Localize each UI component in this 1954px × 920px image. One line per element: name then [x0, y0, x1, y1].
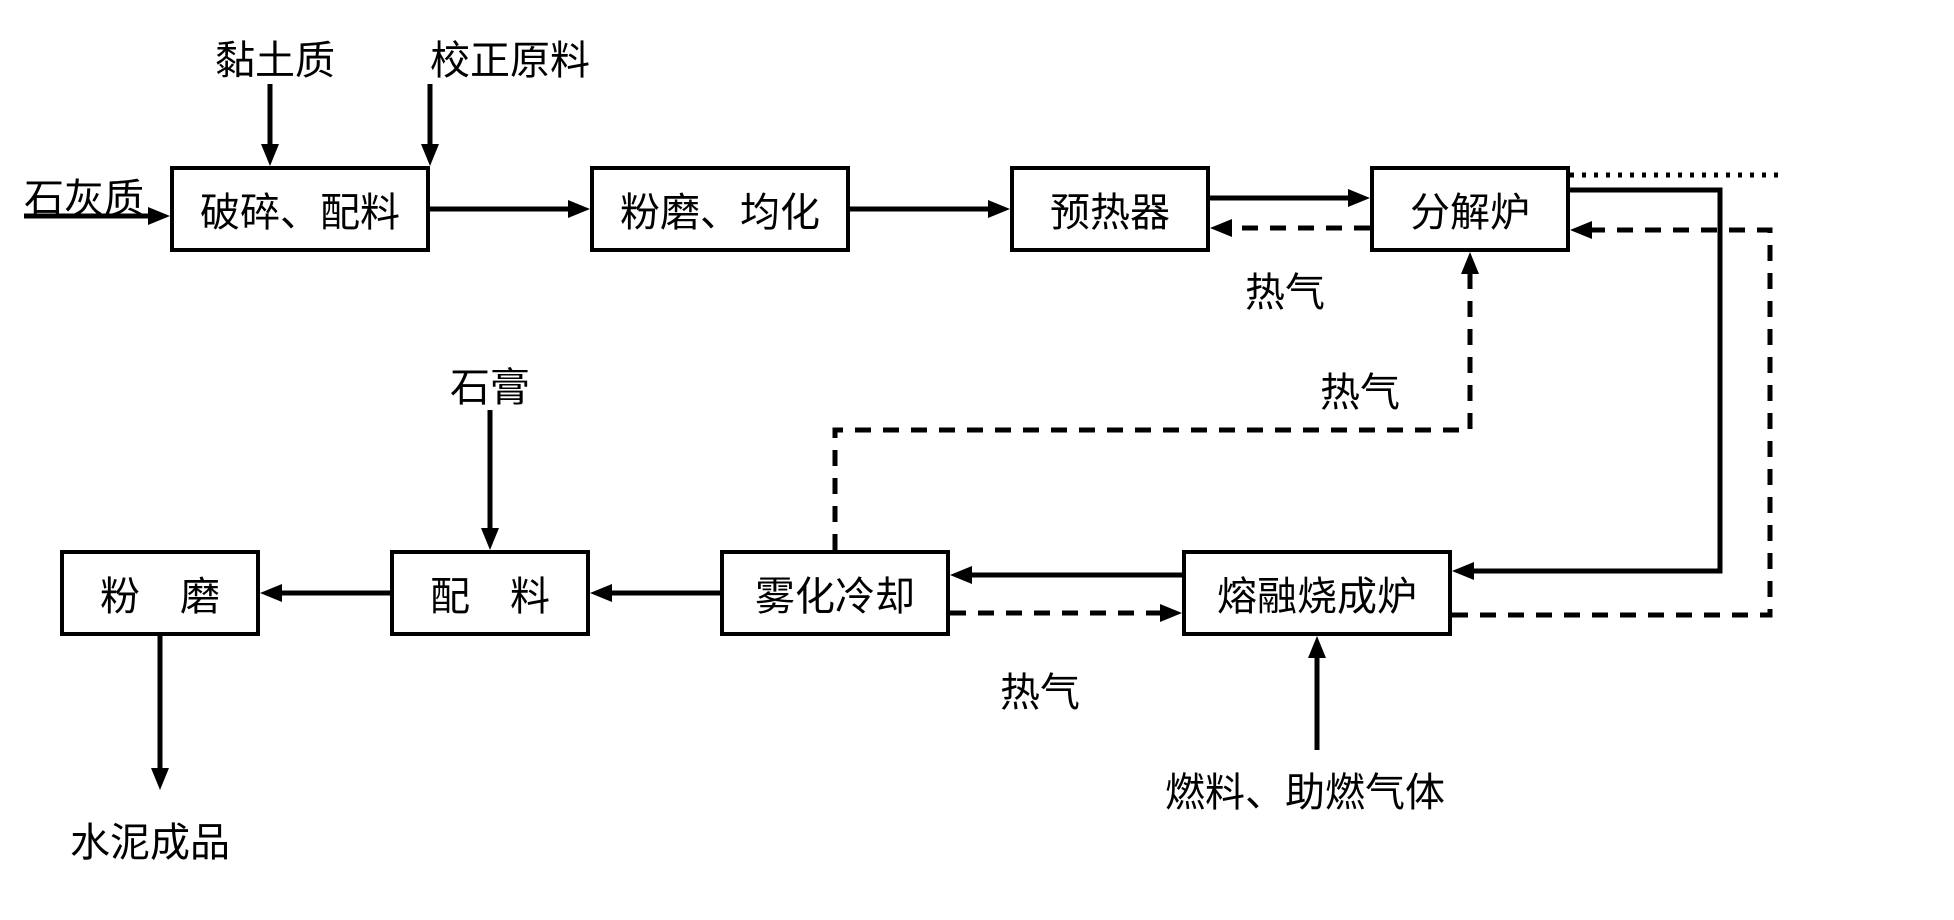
label-l_correct: 校正原料	[430, 28, 590, 86]
node-label: 分解炉	[1410, 180, 1530, 238]
label-text: 石灰质	[24, 176, 144, 221]
label-l_lime: 石灰质	[24, 166, 144, 224]
label-text: 黏土质	[215, 38, 335, 83]
label-l_hot2: 热气	[1320, 360, 1400, 418]
node-n4: 分解炉	[1370, 166, 1570, 252]
node-n5: 熔融烧成炉	[1182, 550, 1452, 636]
label-text: 校正原料	[430, 38, 590, 83]
node-label: 熔融烧成炉	[1217, 564, 1417, 622]
node-n1: 破碎、配料	[170, 166, 430, 252]
label-l_gypsum: 石膏	[450, 355, 530, 413]
label-l_fuel: 燃料、助燃气体	[1165, 760, 1445, 818]
node-n8: 粉 磨	[60, 550, 260, 636]
node-label: 粉 磨	[100, 564, 220, 622]
node-n6: 雾化冷却	[720, 550, 950, 636]
label-text: 燃料、助燃气体	[1165, 770, 1445, 815]
node-label: 预热器	[1050, 180, 1170, 238]
label-l_clay: 黏土质	[215, 28, 335, 86]
label-l_product: 水泥成品	[70, 810, 230, 868]
node-label: 破碎、配料	[200, 180, 400, 238]
label-l_hot1: 热气	[1245, 260, 1325, 318]
label-text: 石膏	[450, 365, 530, 410]
label-text: 热气	[1000, 670, 1080, 715]
label-text: 水泥成品	[70, 820, 230, 865]
node-n2: 粉磨、均化	[590, 166, 850, 252]
label-l_hot3: 热气	[1000, 660, 1080, 718]
label-text: 热气	[1245, 270, 1325, 315]
edges-layer	[0, 0, 1954, 920]
node-n3: 预热器	[1010, 166, 1210, 252]
label-text: 热气	[1320, 370, 1400, 415]
node-label: 粉磨、均化	[620, 180, 820, 238]
node-label: 雾化冷却	[755, 564, 915, 622]
flowchart-container: 破碎、配料 粉磨、均化 预热器 分解炉熔融烧成炉 雾化冷却 配 料 粉 磨 黏土质 校正原料石灰…	[0, 0, 1954, 920]
node-n7: 配 料	[390, 550, 590, 636]
node-label: 配 料	[430, 564, 550, 622]
edge-e_n5_n4_dash	[1452, 230, 1770, 615]
